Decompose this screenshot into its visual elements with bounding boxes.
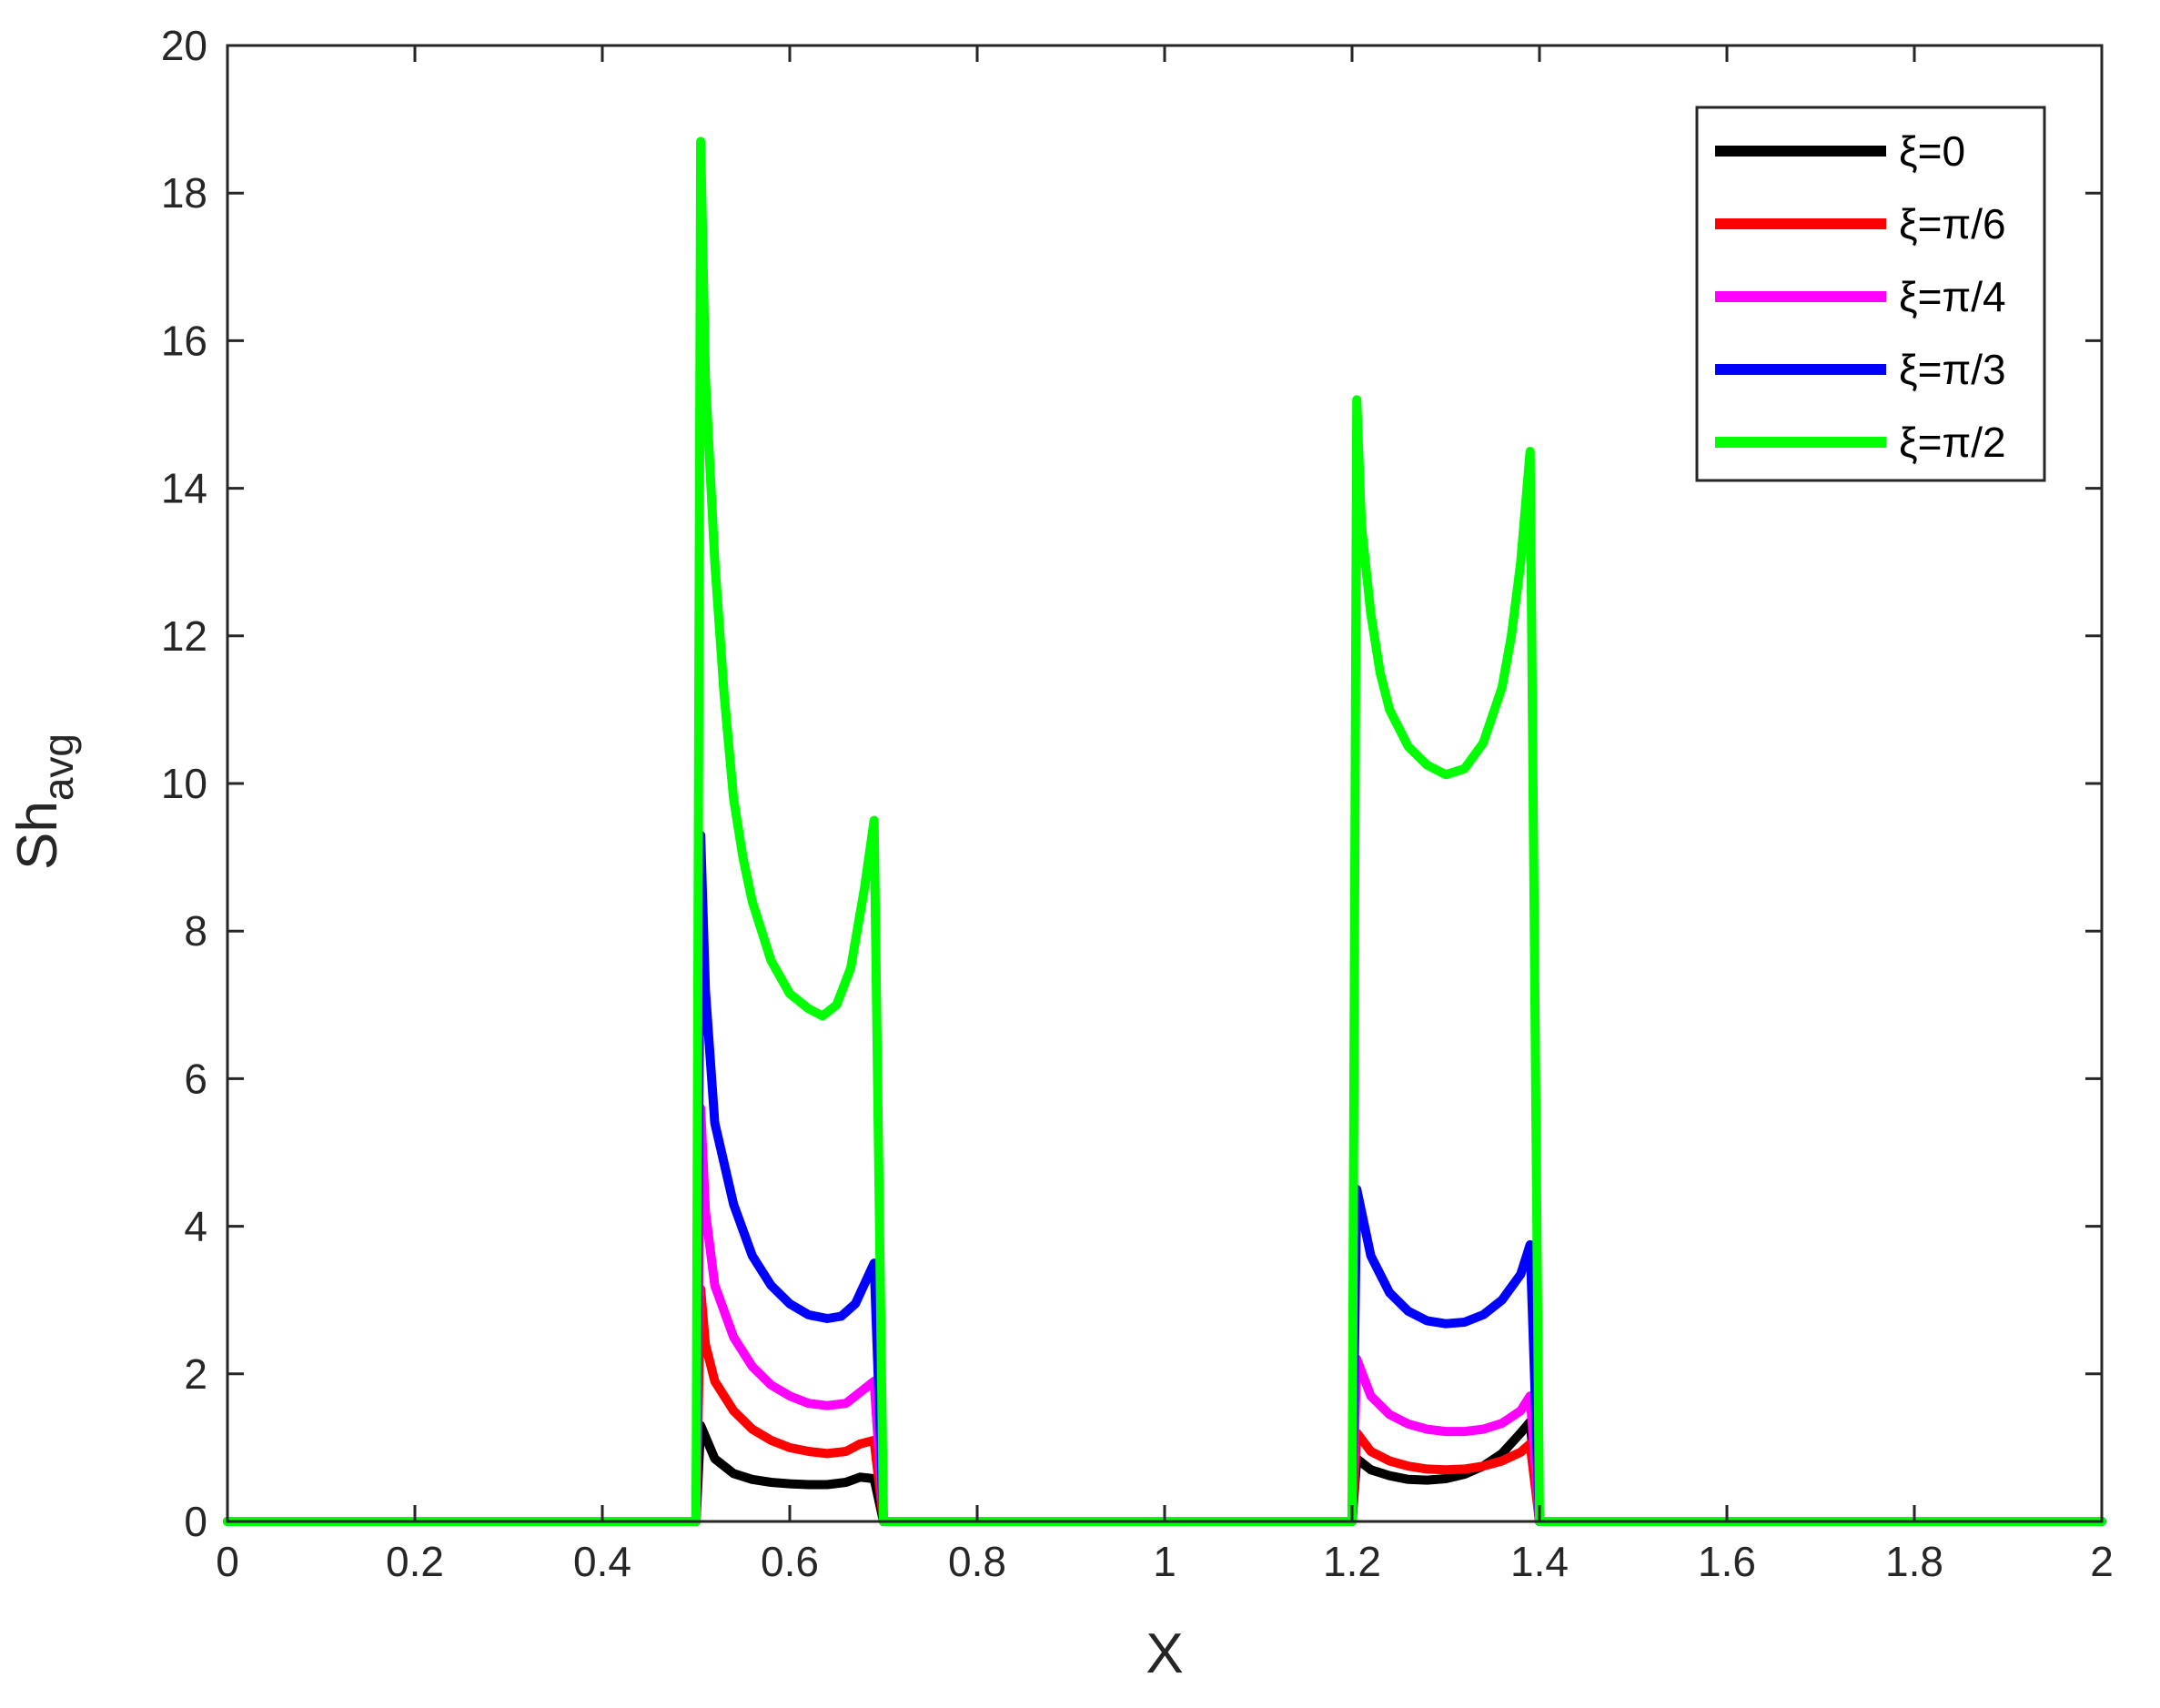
y-tick-label: 12 (161, 612, 207, 660)
x-tick-label: 1 (1153, 1538, 1176, 1585)
x-tick-label: 0.8 (948, 1538, 1006, 1585)
y-tick-label: 18 (161, 169, 207, 217)
y-axis-title: Shavg (6, 733, 82, 870)
legend: ξ=0 ξ=π/6 ξ=π/4 ξ=π/3 ξ=π/2 (1695, 106, 2046, 482)
legend-label-0: ξ=0 (1899, 127, 1965, 175)
x-axis-title: X (1146, 1622, 1183, 1685)
x-tick-label: 2 (2090, 1538, 2114, 1585)
tick-labels: 0 0.2 0.4 0.6 0.8 1 1.2 1.4 1.6 1.8 20246810121416… (161, 22, 2114, 1585)
y-axis-title-subscript: avg (35, 733, 82, 801)
legend-label-2: ξ=π/4 (1899, 273, 2006, 320)
y-tick-label: 0 (184, 1498, 207, 1545)
y-tick-label: 16 (161, 317, 207, 364)
x-tick-label: 1.6 (1698, 1538, 1756, 1585)
x-tick-label: 1.4 (1510, 1538, 1569, 1585)
legend-label-4: ξ=π/2 (1899, 419, 2006, 466)
legend-label-3: ξ=π/3 (1899, 346, 2006, 393)
x-tick-label: 0.2 (386, 1538, 444, 1585)
y-tick-label: 6 (184, 1055, 207, 1102)
y-axis-title-main: Sh (6, 801, 69, 870)
ticks-layer (226, 44, 2104, 1523)
x-tick-label: 0.4 (573, 1538, 631, 1585)
x-tick-label: 0.6 (761, 1538, 819, 1585)
x-tick-label: 1.2 (1323, 1538, 1381, 1585)
x-tick-label: 1.8 (1885, 1538, 1943, 1585)
y-tick-label: 8 (184, 907, 207, 955)
y-tick-label: 14 (161, 465, 207, 512)
y-tick-label: 2 (184, 1350, 207, 1398)
legend-label-1: ξ=π/6 (1899, 200, 2006, 248)
y-tick-label: 20 (161, 22, 207, 69)
x-tick-label: 0 (216, 1538, 239, 1585)
y-tick-label: 4 (184, 1203, 207, 1250)
y-tick-label: 10 (161, 760, 207, 807)
